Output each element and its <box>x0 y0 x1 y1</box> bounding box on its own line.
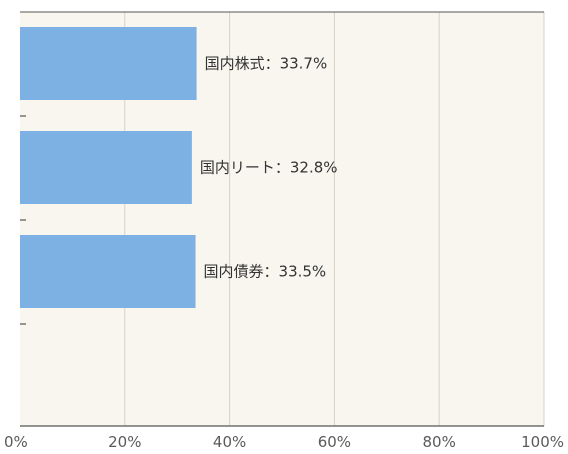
category-ticks <box>20 115 26 325</box>
bar-1 <box>20 27 197 100</box>
data-label-1: 国内株式：33.7% <box>205 55 328 73</box>
data-label-2: 国内リート：32.8% <box>200 159 338 177</box>
x-tick-label: 60% <box>318 433 351 451</box>
x-tick-label: 80% <box>423 433 456 451</box>
x-tick-label: 20% <box>108 433 141 451</box>
x-tick-labels: 0% 20% 40% 60% 80% 100% <box>4 433 564 451</box>
x-tick-label: 100% <box>521 433 564 451</box>
data-label-3: 国内債券：33.5% <box>204 263 327 281</box>
bar-3 <box>20 235 196 308</box>
bar-2 <box>20 131 192 204</box>
x-tick-label: 40% <box>213 433 246 451</box>
bars <box>20 27 197 308</box>
data-labels: 国内株式：33.7% 国内リート：32.8% 国内債券：33.5% <box>200 55 338 281</box>
x-tick-label: 0% <box>4 433 28 451</box>
